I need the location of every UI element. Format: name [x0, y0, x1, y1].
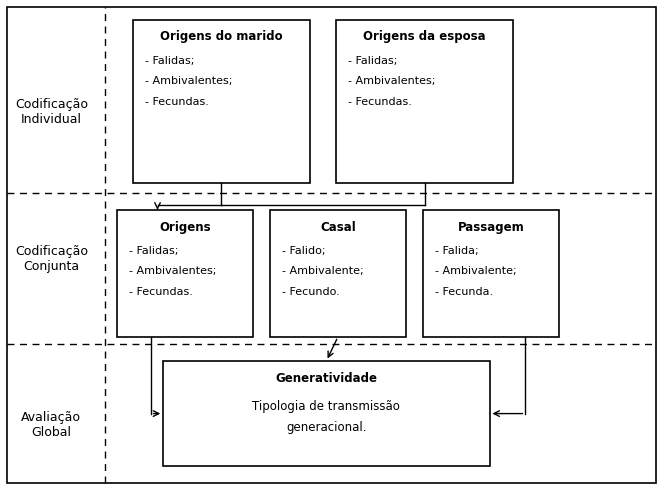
Text: Origens do marido: Origens do marido: [160, 30, 283, 43]
Text: Avaliação
Global: Avaliação Global: [21, 410, 81, 439]
Text: Passagem: Passagem: [458, 221, 525, 234]
Text: - Ambivalentes;: - Ambivalentes;: [348, 76, 436, 86]
Text: - Falidas;: - Falidas;: [145, 56, 194, 65]
Text: Casal: Casal: [320, 221, 356, 234]
Text: Generatividade: Generatividade: [275, 372, 378, 385]
Bar: [270, 210, 406, 337]
Text: Origens: Origens: [159, 221, 210, 234]
Text: - Ambivalente;: - Ambivalente;: [282, 266, 364, 276]
Text: Origens da esposa: Origens da esposa: [363, 30, 486, 43]
Bar: [133, 20, 310, 183]
Text: - Fecundas.: - Fecundas.: [348, 97, 412, 106]
Bar: [423, 210, 559, 337]
Text: - Fecundas.: - Fecundas.: [129, 287, 192, 297]
Text: generacional.: generacional.: [286, 421, 366, 434]
Text: Tipologia de transmissão: Tipologia de transmissão: [252, 400, 400, 413]
Bar: [163, 361, 490, 466]
Text: - Fecundas.: - Fecundas.: [145, 97, 209, 106]
Text: - Fecundo.: - Fecundo.: [282, 287, 340, 297]
Text: - Ambivalente;: - Ambivalente;: [435, 266, 517, 276]
Text: - Falidas;: - Falidas;: [348, 56, 398, 65]
Text: Codificação
Individual: Codificação Individual: [15, 98, 88, 126]
Text: - Falido;: - Falido;: [282, 246, 325, 256]
Text: - Ambivalentes;: - Ambivalentes;: [129, 266, 216, 276]
Text: - Fecunda.: - Fecunda.: [435, 287, 493, 297]
Bar: [117, 210, 253, 337]
Text: - Falida;: - Falida;: [435, 246, 479, 256]
Text: - Ambivalentes;: - Ambivalentes;: [145, 76, 232, 86]
Bar: [336, 20, 513, 183]
Text: Codificação
Conjunta: Codificação Conjunta: [15, 244, 88, 273]
Text: - Falidas;: - Falidas;: [129, 246, 178, 256]
